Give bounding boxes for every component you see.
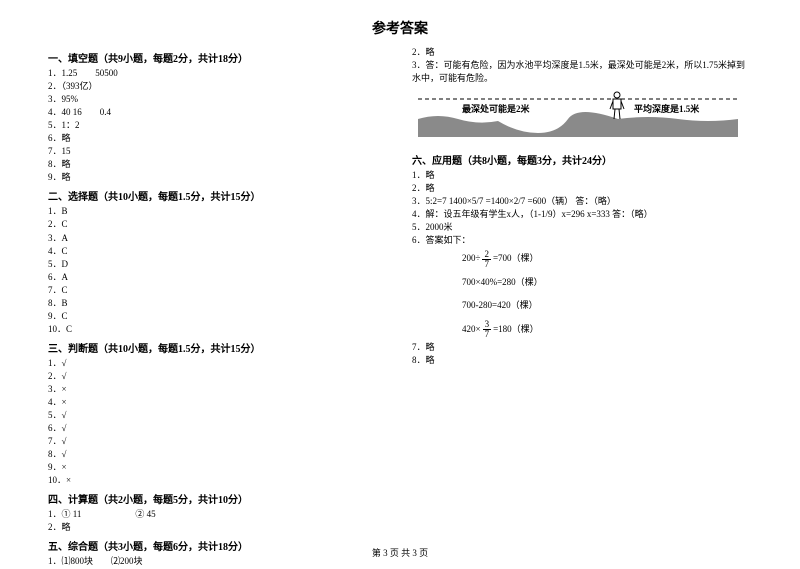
- s1-item: 4．40 16 0.4: [48, 106, 388, 119]
- math-line-1: 200÷27=700（棵）: [412, 247, 752, 270]
- section-3-header: 三、判断题（共10小题，每题1.5分，共计15分）: [48, 340, 388, 355]
- s3-item: 7．√: [48, 435, 388, 448]
- page-footer: 第 3 页 共 3 页: [0, 546, 800, 559]
- section-6-header: 六、应用题（共8小题，每题3分，共计24分）: [412, 152, 752, 167]
- content-columns: 一、填空题（共9小题，每题2分，共计18分） 1．1.25 50500 2．（3…: [0, 46, 800, 569]
- s1-item: 5．1：2: [48, 119, 388, 132]
- s3-item: 6．√: [48, 422, 388, 435]
- s1-item: 1．1.25 50500: [48, 67, 388, 80]
- s4-item: 1．① 11 ② 45: [48, 508, 388, 521]
- math-text: 200÷: [462, 253, 480, 263]
- right-column: 2．略 3．答：可能有危险，因为水池平均深度是1.5米，最深处可能是2米，所以1…: [400, 46, 760, 569]
- frac-den: 7: [483, 330, 492, 339]
- s6-item: 4．解：设五年级有学生x人，（1-1/9）x=296 x=333 答：（略）: [412, 208, 752, 221]
- s2-item: 5．D: [48, 258, 388, 271]
- s6-tail: 8．略: [412, 354, 752, 367]
- math-line-2: 700×40%=280（棵）: [412, 271, 752, 294]
- s6-item: 2．略: [412, 182, 752, 195]
- page-title: 参考答案: [0, 0, 800, 46]
- math-line-3: 700-280=420（棵）: [412, 294, 752, 317]
- s6-item: 1．略: [412, 169, 752, 182]
- s2-item: 4．C: [48, 245, 388, 258]
- s2-item: 3．A: [48, 232, 388, 245]
- s6-tail: 7．略: [412, 341, 752, 354]
- left-column: 一、填空题（共9小题，每题2分，共计18分） 1．1.25 50500 2．（3…: [40, 46, 400, 569]
- s4-item: 2．略: [48, 521, 388, 534]
- s1-item: 2．（393亿）: [48, 80, 388, 93]
- fraction: 27: [482, 250, 491, 269]
- s1-item: 8．略: [48, 158, 388, 171]
- fraction: 37: [483, 320, 492, 339]
- s3-item: 8．√: [48, 448, 388, 461]
- s3-item: 2．√: [48, 370, 388, 383]
- section-1-header: 一、填空题（共9小题，每题2分，共计18分）: [48, 50, 388, 65]
- pool-depth-diagram: 最深处可能是2米 平均深度是1.5米: [418, 89, 738, 137]
- math-text: 420×: [462, 324, 481, 334]
- s5r-item: 2．略: [412, 46, 752, 59]
- s2-item: 9．C: [48, 310, 388, 323]
- s2-item: 6．A: [48, 271, 388, 284]
- s6-item: 6．答案如下：: [412, 234, 752, 247]
- s2-item: 10．C: [48, 323, 388, 336]
- frac-den: 7: [482, 260, 491, 269]
- s1-item: 3．95%: [48, 93, 388, 106]
- s2-item: 8．B: [48, 297, 388, 310]
- s2-item: 1．B: [48, 205, 388, 218]
- section-4-header: 四、计算题（共2小题，每题5分，共计10分）: [48, 491, 388, 506]
- s3-item: 10．×: [48, 474, 388, 487]
- s5r-item: 3．答：可能有危险，因为水池平均深度是1.5米，最深处可能是2米，所以1.75米…: [412, 59, 752, 85]
- s3-item: 3．×: [48, 383, 388, 396]
- s3-item: 1．√: [48, 357, 388, 370]
- s1-item: 6．略: [48, 132, 388, 145]
- s2-item: 2．C: [48, 218, 388, 231]
- s3-item: 9．×: [48, 461, 388, 474]
- math-text: =700（棵）: [493, 253, 539, 263]
- s1-item: 7．15: [48, 145, 388, 158]
- s1-item: 9．略: [48, 171, 388, 184]
- s6-item: 5．2000米: [412, 221, 752, 234]
- s3-item: 4．×: [48, 396, 388, 409]
- math-text: =180（棵）: [493, 324, 539, 334]
- diagram-deep-label: 最深处可能是2米: [462, 103, 531, 114]
- s6-item: 3．5:2=7 1400×5/7 =1400×2/7 =600（辆） 答：（略）: [412, 195, 752, 208]
- s3-item: 5．√: [48, 409, 388, 422]
- s2-item: 7．C: [48, 284, 388, 297]
- section-2-header: 二、选择题（共10小题，每题1.5分，共计15分）: [48, 188, 388, 203]
- diagram-avg-label: 平均深度是1.5米: [634, 103, 700, 114]
- math-line-4: 420×37=180（棵）: [412, 318, 752, 341]
